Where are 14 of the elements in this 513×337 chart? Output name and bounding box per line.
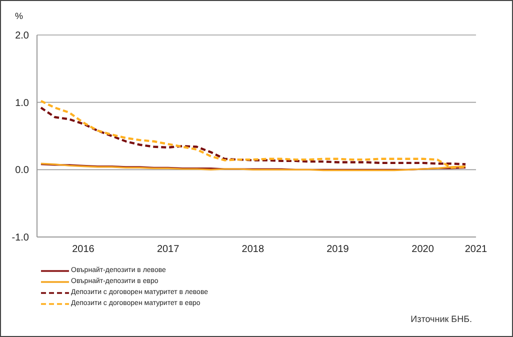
y-tick-label: 2.0	[15, 30, 30, 42]
y-tick-label: 1.0	[15, 98, 30, 109]
y-axis-title: %	[15, 11, 24, 21]
text: Източник БНБ.	[410, 314, 472, 324]
x-tick-label: 2018	[242, 244, 264, 256]
line-series	[40, 106, 467, 166]
x-tick-label: 2020	[412, 244, 434, 256]
x-tick-label: 2021	[464, 244, 488, 256]
line-series	[40, 100, 467, 169]
x-tick-label: 2016	[72, 244, 95, 256]
x-tick-label: 2017	[156, 244, 180, 256]
y-tick-label: 0.0	[15, 165, 30, 176]
y-tick-label: -1.0	[12, 232, 30, 244]
x-tick-label: 2019	[326, 244, 350, 256]
